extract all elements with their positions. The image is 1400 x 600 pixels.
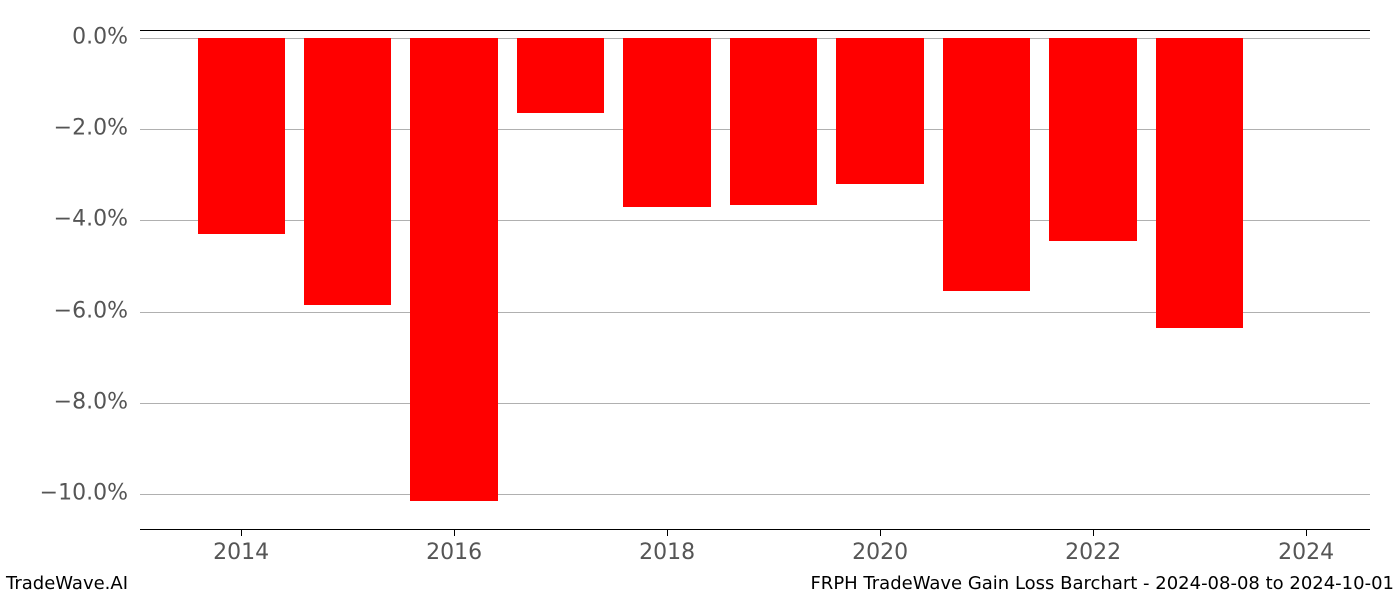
ytick-label: −4.0% [0, 207, 128, 232]
bar [943, 38, 1030, 291]
xtick-label: 2024 [1278, 540, 1334, 565]
footer-left-brand: TradeWave.AI [6, 573, 128, 594]
bar [198, 38, 285, 234]
bar [304, 38, 391, 305]
xtick-label: 2014 [213, 540, 269, 565]
xtick-mark [1306, 530, 1307, 536]
bar [730, 38, 817, 205]
gridline [140, 494, 1370, 495]
xtick-mark [667, 530, 668, 536]
xtick-label: 2020 [852, 540, 908, 565]
ytick-label: −8.0% [0, 390, 128, 415]
xtick-mark [1093, 530, 1094, 536]
xtick-label: 2022 [1065, 540, 1121, 565]
ytick-label: −2.0% [0, 116, 128, 141]
footer-right-caption: FRPH TradeWave Gain Loss Barchart - 2024… [810, 573, 1394, 594]
bar [517, 38, 604, 113]
gridline [140, 403, 1370, 404]
xtick-mark [454, 530, 455, 536]
xtick-label: 2016 [426, 540, 482, 565]
bar [1049, 38, 1136, 241]
xtick-mark [880, 530, 881, 536]
bar [836, 38, 923, 184]
ytick-label: −10.0% [0, 481, 128, 506]
ytick-label: 0.0% [0, 24, 128, 49]
xtick-mark [241, 530, 242, 536]
bar [410, 38, 497, 501]
xtick-label: 2018 [639, 540, 695, 565]
chart-figure: 0.0% −2.0% −4.0% −6.0% −8.0% −10.0% 2014 2016 2… [0, 0, 1400, 600]
plot-area [140, 30, 1370, 530]
ytick-label: −6.0% [0, 298, 128, 323]
bar [623, 38, 710, 207]
bar [1156, 38, 1243, 328]
